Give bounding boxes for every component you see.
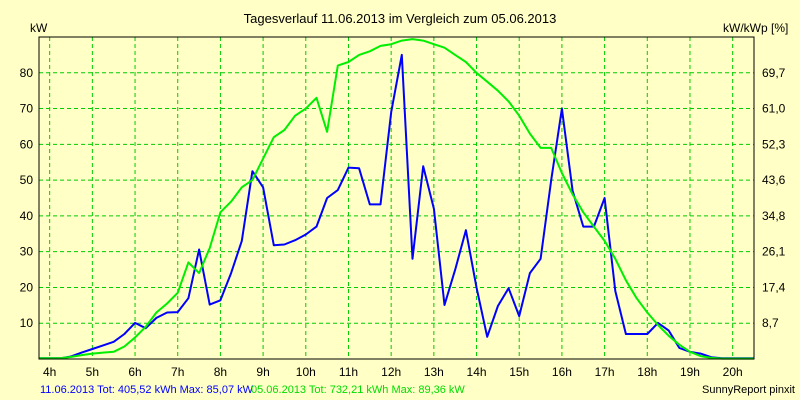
y-axis-left-label: kW <box>30 21 48 35</box>
series-layer <box>39 38 754 360</box>
y-tick-label-right: 52,3 <box>762 137 786 151</box>
x-tick-label: 14h <box>467 365 487 379</box>
y-tick-label-left: 80 <box>20 66 34 80</box>
x-tick-label: 9h <box>256 365 269 379</box>
plot-area-frame <box>38 36 755 360</box>
series-line-2 <box>39 38 754 360</box>
x-tick-label: 20h <box>723 365 743 379</box>
x-tick-label: 5h <box>86 365 99 379</box>
y-tick-label-left: 10 <box>20 316 34 330</box>
legend-series-2: 05.06.2013 Tot: 732,21 kWh Max: 89,36 kW <box>251 384 465 396</box>
x-tick-label: 7h <box>171 365 184 379</box>
chart-title: Tagesverlauf 11.06.2013 im Vergleich zum… <box>244 11 557 26</box>
x-tick-label: 6h <box>128 365 141 379</box>
y-tick-label-right: 61,0 <box>762 102 786 116</box>
y-axis-right-label: kW/kWp [%] <box>723 21 788 35</box>
x-tick-label: 17h <box>595 365 615 379</box>
y-tick-label-left: 70 <box>20 102 34 116</box>
y-tick-label-right: 43,6 <box>762 173 786 187</box>
series-line-1 <box>39 53 754 360</box>
y-tick-label-left: 60 <box>20 137 34 151</box>
x-tick-label: 18h <box>637 365 657 379</box>
y-tick-label-right: 8,7 <box>762 316 779 330</box>
x-tick-label: 8h <box>214 365 227 379</box>
y-tick-label-right: 26,1 <box>762 245 786 259</box>
x-tick-label: 4h <box>43 365 56 379</box>
y-tick-label-left: 50 <box>20 173 34 187</box>
y-tick-label-right: 17,4 <box>762 280 786 294</box>
x-tick-label: 10h <box>296 365 316 379</box>
y-tick-label-right: 34,8 <box>762 209 786 223</box>
x-tick-label: 15h <box>509 365 529 379</box>
tick-layer: 4h 5h 6h 7h 8h 9h 10h 11h 12h 13h 14h 15h 16h 17h 18h 1… <box>20 66 786 379</box>
x-tick-label: 13h <box>424 365 444 379</box>
x-tick-label: 16h <box>552 365 572 379</box>
x-tick-label: 19h <box>680 365 700 379</box>
y-tick-label-left: 30 <box>20 245 34 259</box>
x-tick-label: 11h <box>339 365 358 379</box>
grid-layer <box>39 37 754 359</box>
x-tick-label: 12h <box>381 365 401 379</box>
legend-series-1: 11.06.2013 Tot: 405,52 kWh Max: 85,07 kW <box>40 384 254 396</box>
credit-text: SunnyReport pinxit <box>702 384 795 396</box>
y-tick-label-left: 40 <box>20 209 34 223</box>
y-tick-label-left: 20 <box>20 280 34 294</box>
y-tick-label-right: 69,7 <box>762 66 786 80</box>
